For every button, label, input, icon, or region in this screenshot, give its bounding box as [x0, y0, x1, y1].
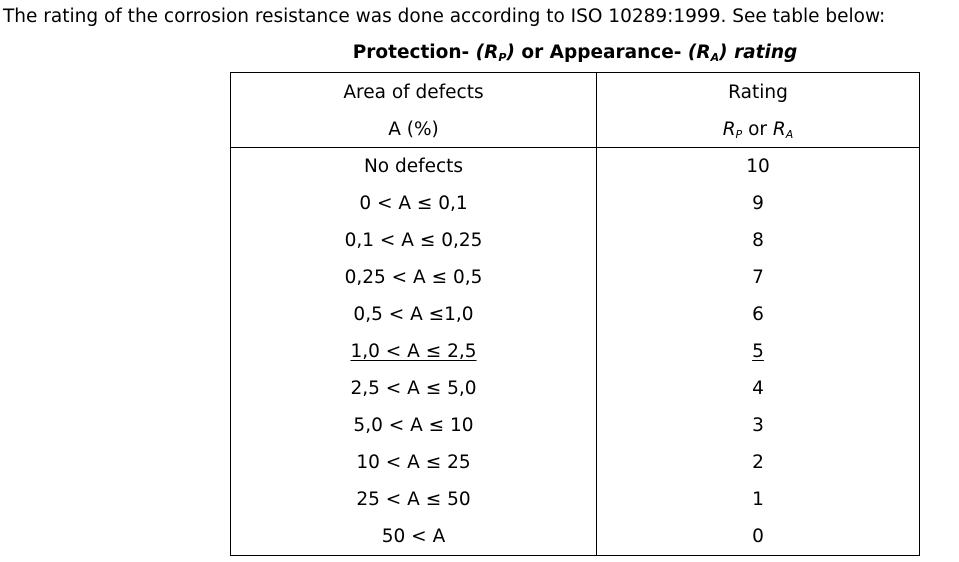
table-row-area: 0,5 < A ≤1,0 — [353, 304, 474, 325]
table-row-rating: 8 — [752, 230, 764, 251]
table-caption: Protection- (RP) or Appearance- (RA) rat… — [230, 41, 920, 70]
rating-table: Area of defects A (%) Rating RP or RA No… — [230, 72, 920, 556]
header-divider — [231, 147, 919, 148]
table-row-rating: 6 — [752, 304, 764, 325]
table-row-area: No defects — [363, 156, 464, 177]
column-divider — [596, 73, 597, 555]
table-row-rating: 1 — [752, 489, 764, 510]
table-row-rating: 3 — [752, 415, 764, 436]
table-row-area: 5,0 < A ≤ 10 — [353, 415, 474, 436]
table-row-rating: 7 — [752, 267, 764, 288]
table-row-area: 2,5 < A ≤ 5,0 — [350, 378, 477, 399]
table-row-area: 1,0 < A ≤ 2,5 — [350, 341, 477, 362]
table-row-area: 50 < A — [381, 526, 446, 547]
table-row-area: 0,1 < A ≤ 0,25 — [344, 230, 483, 251]
header-rating: Rating — [728, 82, 788, 103]
header-area-of-defects: Area of defects — [343, 82, 484, 103]
intro-text: The rating of the corrosion resistance w… — [3, 6, 886, 27]
table-row-area: 0 < A ≤ 0,1 — [359, 193, 468, 214]
caption-rating-word: rating — [734, 42, 798, 63]
caption-appearance-label: or Appearance- — [521, 42, 682, 63]
table-row-rating: 4 — [752, 378, 764, 399]
header-rating-symbols: RP or RA — [722, 119, 794, 141]
table-row-rating: 10 — [746, 156, 770, 177]
caption-protection-label: Protection- — [352, 42, 470, 63]
table-row-area: 25 < A ≤ 50 — [356, 489, 471, 510]
table-row-rating: 9 — [752, 193, 764, 214]
table-row-area: 0,25 < A ≤ 0,5 — [344, 267, 483, 288]
caption-appearance-symbol: (RA) — [687, 42, 728, 64]
table-row-rating: 0 — [752, 526, 764, 547]
caption-protection-symbol: (RP) — [475, 42, 515, 64]
table-row-rating: 5 — [752, 341, 764, 362]
table-row-rating: 2 — [752, 452, 764, 473]
table-row-area: 10 < A ≤ 25 — [356, 452, 471, 473]
header-area-unit: A (%) — [388, 119, 439, 140]
